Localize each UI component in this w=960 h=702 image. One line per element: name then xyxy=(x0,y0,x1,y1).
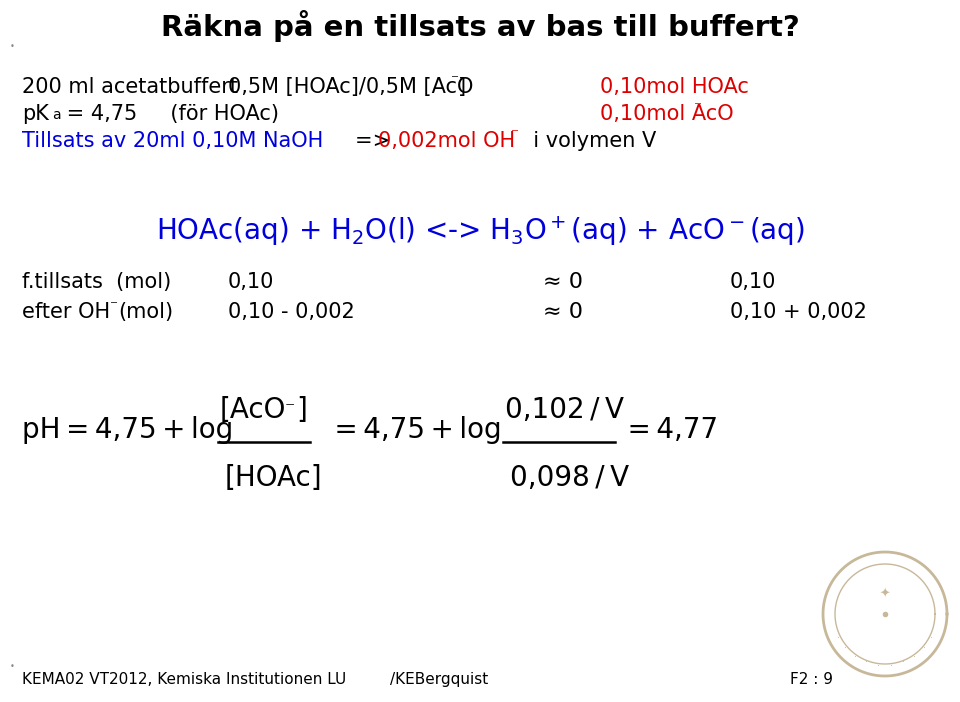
Text: ·: · xyxy=(853,651,856,661)
Text: pH = 4,75 + log: pH = 4,75 + log xyxy=(22,416,233,444)
Text: ·: · xyxy=(865,658,868,668)
Text: ·: · xyxy=(877,661,880,670)
Text: Tillsats av 20ml 0,10M NaOH: Tillsats av 20ml 0,10M NaOH xyxy=(22,131,324,151)
Text: ⁻: ⁻ xyxy=(451,72,459,87)
Text: ·: · xyxy=(837,633,840,642)
Text: [HOAc]: [HOAc] xyxy=(225,464,323,492)
Text: i volymen V: i volymen V xyxy=(520,131,657,151)
Text: ≈ 0: ≈ 0 xyxy=(543,302,583,322)
Text: (mol): (mol) xyxy=(118,302,173,322)
Text: 200 ml acetatbuffert: 200 ml acetatbuffert xyxy=(22,77,238,97)
Text: 0,10 - 0,002: 0,10 - 0,002 xyxy=(228,302,355,322)
Text: pK: pK xyxy=(22,104,49,124)
Text: a: a xyxy=(52,108,60,122)
Text: ]: ] xyxy=(296,396,307,424)
Text: HOAc(aq) + H$_2$O(l) <-> H$_3$O$^+$(aq) + AcO$^-$(aq): HOAc(aq) + H$_2$O(l) <-> H$_3$O$^+$(aq) … xyxy=(156,214,804,248)
Text: ⁻: ⁻ xyxy=(285,399,296,418)
Text: ·: · xyxy=(890,661,893,670)
Text: ·: · xyxy=(923,643,925,653)
Text: =>: => xyxy=(355,131,396,151)
Text: F2 : 9: F2 : 9 xyxy=(790,672,833,687)
Text: 0,102 / V: 0,102 / V xyxy=(505,396,624,424)
Text: ·: · xyxy=(913,651,917,661)
Text: [AcO: [AcO xyxy=(220,396,286,424)
Text: ⁻: ⁻ xyxy=(511,126,519,141)
Text: 0,098 / V: 0,098 / V xyxy=(510,464,629,492)
Text: = 4,75     (för HOAc): = 4,75 (för HOAc) xyxy=(60,104,279,124)
Text: 0,10mol AcO: 0,10mol AcO xyxy=(600,104,733,124)
Text: ]: ] xyxy=(458,77,467,97)
Text: Räkna på en tillsats av bas till buffert?: Räkna på en tillsats av bas till buffert… xyxy=(160,10,800,42)
Text: 0,5M [HOAc]/0,5M [AcO: 0,5M [HOAc]/0,5M [AcO xyxy=(228,77,473,97)
Text: = 4,77: = 4,77 xyxy=(622,416,718,444)
Text: efter OH: efter OH xyxy=(22,302,110,322)
Text: ·: · xyxy=(930,633,933,642)
Text: /KEBergquist: /KEBergquist xyxy=(390,672,489,687)
Text: = 4,75 + log: = 4,75 + log xyxy=(320,416,502,444)
Text: 0,10mol HOAc: 0,10mol HOAc xyxy=(600,77,749,97)
Text: •: • xyxy=(10,42,14,51)
Text: •: • xyxy=(10,662,14,671)
Text: ✦: ✦ xyxy=(879,588,890,600)
Text: f.tillsats  (mol): f.tillsats (mol) xyxy=(22,272,171,292)
Text: ⁻: ⁻ xyxy=(694,99,702,114)
Text: 0,002mol OH: 0,002mol OH xyxy=(378,131,516,151)
Text: 0,10 + 0,002: 0,10 + 0,002 xyxy=(730,302,867,322)
Text: ≈ 0: ≈ 0 xyxy=(543,272,583,292)
Text: 0,10: 0,10 xyxy=(228,272,275,292)
Text: ⁻: ⁻ xyxy=(110,298,118,313)
Text: KEMA02 VT2012, Kemiska Institutionen LU: KEMA02 VT2012, Kemiska Institutionen LU xyxy=(22,672,347,687)
Text: 0,10: 0,10 xyxy=(730,272,777,292)
Text: ·: · xyxy=(844,643,848,653)
Text: ·: · xyxy=(902,658,905,668)
